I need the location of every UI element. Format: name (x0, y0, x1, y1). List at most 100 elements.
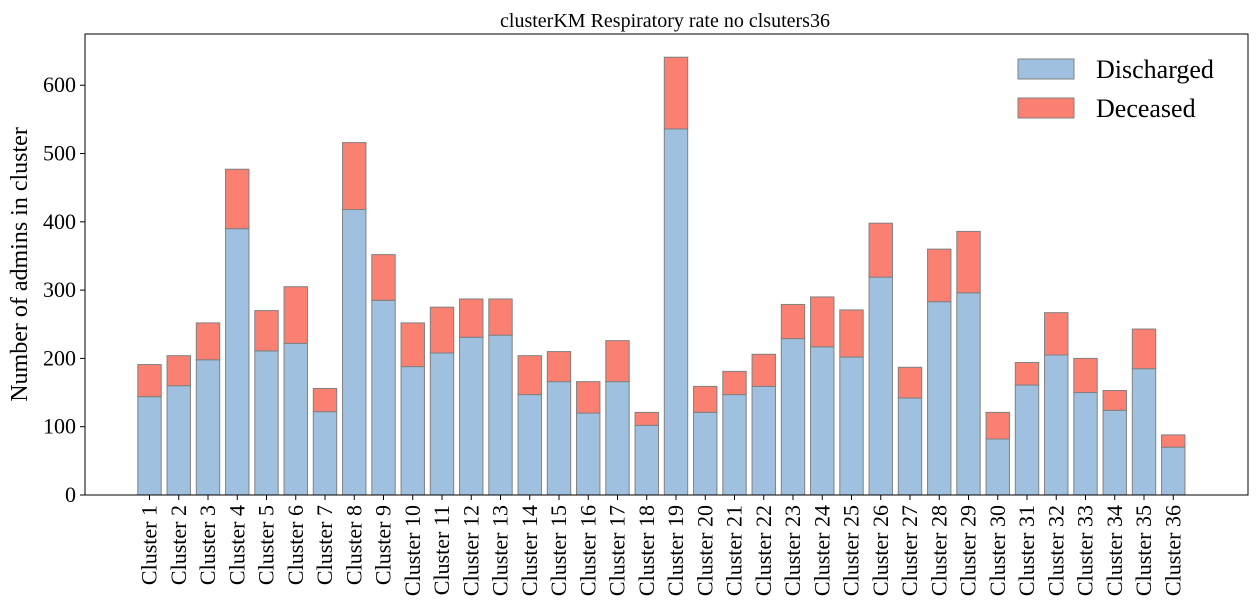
bar-discharged-26 (868, 276, 893, 496)
bar-deceased-19 (663, 56, 689, 130)
bar-deceased-15 (546, 351, 572, 383)
bars-group (137, 56, 1186, 496)
x-tick-label: Cluster 28 (926, 505, 951, 596)
bar-discharged-31 (1014, 384, 1040, 496)
legend-swatch-discharged (1017, 58, 1075, 80)
bar-deceased-3 (195, 322, 221, 361)
bar-deceased-7 (312, 387, 338, 413)
x-tick-label: Cluster 29 (956, 505, 981, 596)
y-tick-label: 400 (43, 209, 76, 234)
bar-deceased-34 (1102, 390, 1127, 411)
bar-discharged-13 (488, 334, 513, 496)
bar-discharged-1 (137, 396, 162, 496)
x-axis-ticks: Cluster 1 Cluster 2 Cluster 3 Cluster 4 Clus… (137, 495, 1185, 596)
x-tick-label: Cluster 14 (517, 505, 542, 596)
bar-deceased-9 (371, 254, 396, 301)
x-tick-label: Cluster 7 (312, 505, 337, 585)
bar-discharged-29 (956, 292, 981, 496)
x-tick-label: Cluster 24 (809, 505, 834, 596)
bar-deceased-27 (897, 366, 923, 399)
bar-discharged-30 (985, 438, 1010, 496)
x-tick-label: Cluster 36 (1160, 505, 1185, 596)
x-tick-label: Cluster 1 (137, 505, 162, 585)
x-tick-label: Cluster 15 (546, 505, 571, 596)
y-axis-ticks: 0 100 200 300 400 500 600 (43, 72, 85, 507)
bar-discharged-11 (429, 352, 455, 496)
x-tick-label: Cluster 30 (985, 505, 1010, 596)
x-tick-label: Cluster 11 (429, 505, 454, 595)
x-tick-label: Cluster 16 (575, 505, 600, 596)
bar-discharged-7 (312, 411, 338, 496)
bar-deceased-28 (927, 248, 952, 303)
x-tick-label: Cluster 35 (1131, 505, 1156, 596)
x-tick-label: Cluster 13 (488, 505, 513, 596)
bar-deceased-18 (634, 411, 659, 426)
x-tick-label: Cluster 22 (751, 505, 776, 596)
x-tick-label: Cluster 20 (692, 505, 717, 596)
bar-discharged-32 (1044, 354, 1069, 496)
x-tick-label: Cluster 23 (780, 505, 805, 596)
x-tick-label: Cluster 12 (458, 505, 483, 596)
bar-discharged-19 (663, 128, 689, 496)
legend-label-deceased: Deceased (1096, 94, 1196, 123)
x-tick-label: Cluster 32 (1043, 505, 1068, 596)
bar-deceased-22 (751, 353, 776, 387)
legend-swatch-deceased (1017, 97, 1075, 119)
x-tick-label: Cluster 10 (400, 505, 425, 596)
x-tick-label: Cluster 34 (1102, 505, 1127, 596)
bar-discharged-6 (283, 342, 308, 496)
y-tick-label: 600 (43, 72, 76, 97)
bar-discharged-12 (459, 336, 484, 496)
bar-discharged-15 (546, 381, 572, 496)
bar-discharged-9 (371, 299, 396, 496)
bar-deceased-11 (429, 306, 455, 354)
y-tick-label: 200 (43, 345, 76, 370)
bar-deceased-5 (254, 310, 279, 352)
bar-deceased-2 (166, 355, 191, 387)
bar-discharged-27 (897, 397, 923, 496)
x-tick-label: Cluster 19 (663, 505, 688, 596)
bar-deceased-14 (517, 355, 542, 396)
x-tick-label: Cluster 33 (1073, 505, 1098, 596)
y-tick-label: 300 (43, 277, 76, 302)
bar-deceased-13 (488, 298, 513, 336)
bar-deceased-30 (985, 411, 1010, 440)
chart-title: clusterKM Respiratory rate no clsuters36 (500, 10, 830, 32)
bar-deceased-8 (342, 142, 367, 211)
x-tick-label: Cluster 9 (371, 505, 396, 585)
bar-deceased-25 (839, 309, 864, 358)
bar-deceased-6 (283, 286, 308, 344)
x-tick-label: Cluster 2 (166, 505, 191, 585)
legend: Discharged Deceased (1017, 55, 1214, 123)
x-tick-label: Cluster 27 (897, 505, 922, 596)
bar-discharged-24 (810, 346, 835, 496)
bar-discharged-3 (195, 359, 221, 496)
x-tick-label: Cluster 26 (868, 505, 893, 596)
x-tick-label: Cluster 18 (634, 505, 659, 596)
x-tick-label: Cluster 8 (341, 505, 366, 585)
bar-discharged-28 (927, 301, 952, 496)
bar-deceased-12 (459, 298, 484, 338)
x-tick-label: Cluster 31 (1014, 505, 1039, 596)
y-tick-label: 0 (65, 482, 76, 507)
x-tick-label: Cluster 25 (839, 505, 864, 596)
bar-deceased-23 (780, 303, 806, 340)
bar-discharged-14 (517, 394, 542, 496)
bar-discharged-18 (634, 424, 659, 496)
bar-discharged-22 (751, 385, 776, 496)
bar-deceased-21 (722, 370, 747, 396)
bar-deceased-31 (1014, 362, 1040, 386)
bar-deceased-36 (1161, 434, 1186, 448)
x-tick-label: Cluster 21 (722, 505, 747, 596)
bar-discharged-36 (1161, 446, 1186, 496)
bar-deceased-29 (956, 230, 981, 294)
bar-deceased-35 (1131, 328, 1157, 370)
bar-deceased-32 (1044, 312, 1069, 356)
bar-deceased-20 (693, 385, 718, 413)
bar-deceased-1 (137, 364, 162, 398)
bar-discharged-34 (1102, 409, 1127, 496)
bar-deceased-33 (1073, 357, 1098, 394)
bar-deceased-4 (225, 168, 250, 230)
